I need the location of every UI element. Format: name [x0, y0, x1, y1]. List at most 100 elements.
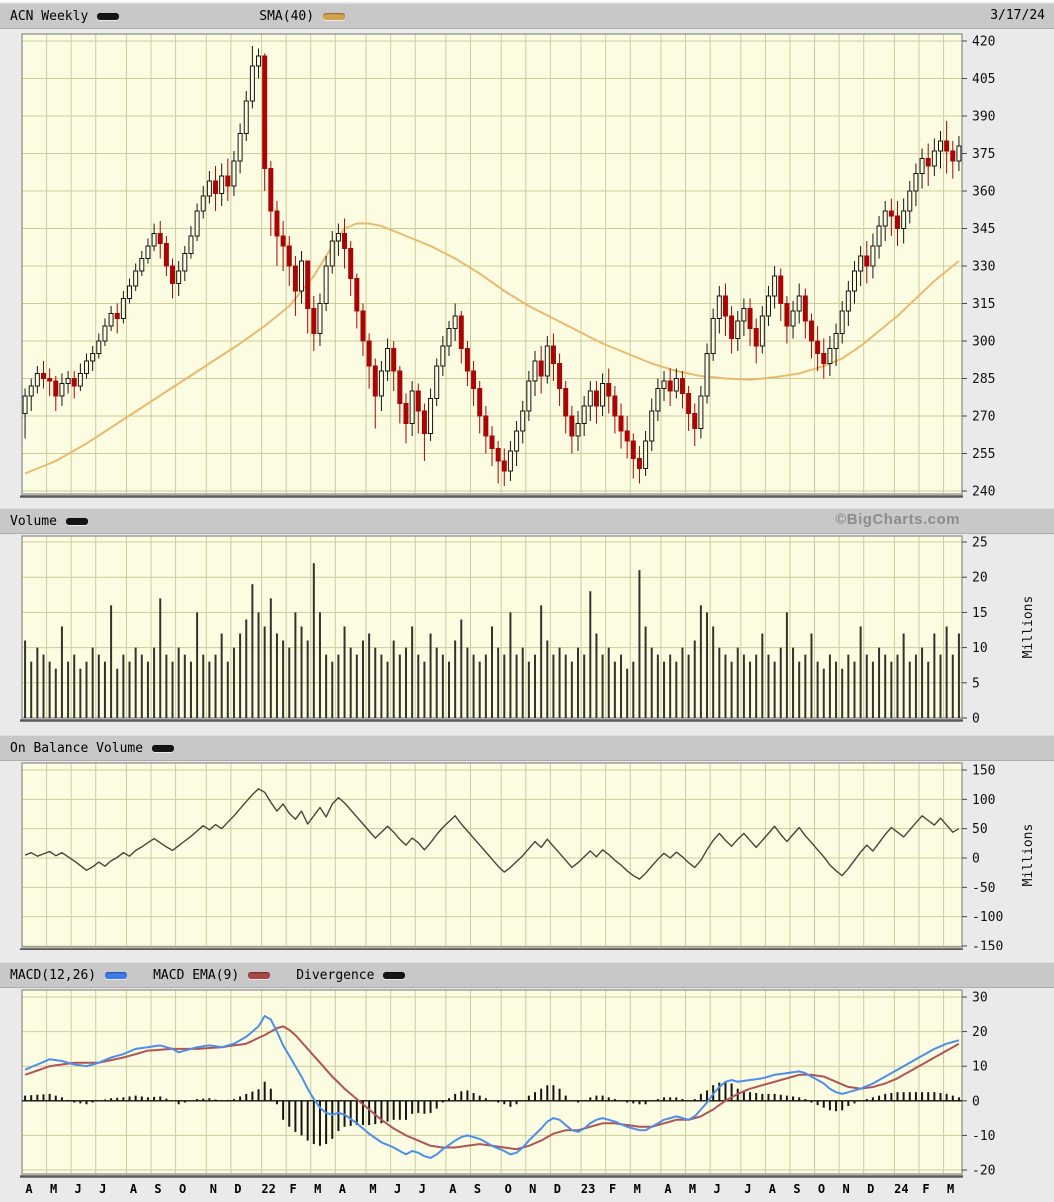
y-tick-label: 0 [972, 1094, 980, 1109]
obv-line [24, 788, 960, 880]
volume-label: Volume [10, 513, 57, 529]
macd-ema-label: MACD EMA(9) [153, 967, 240, 983]
x-axis-label: M [314, 1182, 322, 1196]
x-axis-label: O [817, 1182, 826, 1196]
divergence-label: Divergence [296, 967, 375, 983]
y-tick-label: 360 [972, 185, 995, 200]
y-tick-label: -150 [972, 940, 1003, 951]
obv-label: On Balance Volume [10, 740, 144, 756]
macd-line [24, 1015, 960, 1159]
x-axis-label: J [744, 1182, 752, 1196]
macd-ema-series-swatch-icon [248, 971, 271, 979]
y-tick-label: 345 [972, 222, 995, 237]
bigcharts-copyright: ©BigCharts.com [835, 511, 960, 528]
volume-bar-chart: 25 20 15 10 5 0 Millions [20, 535, 1036, 726]
x-axis-label: M [49, 1182, 58, 1196]
x-axis-label: J [74, 1182, 82, 1196]
y-tick-label: 5 [972, 676, 980, 691]
x-axis-month-labels: A M J J A S O N D 22 F M A M J J A S O N D 23 F M A M J J A S O N D 24 F M [0, 1179, 1054, 1200]
x-axis-label: D [553, 1182, 561, 1196]
y-tick-label: 255 [972, 447, 995, 462]
macd-header-bar: MACD(12,26) MACD EMA(9) Divergence [0, 962, 1054, 988]
volume-series-swatch-icon [65, 517, 88, 525]
y-tick-label: -20 [972, 1164, 995, 1179]
obv-series-swatch-icon [152, 744, 175, 752]
y-tick-label: 50 [972, 822, 988, 837]
x-axis-label: N [529, 1182, 537, 1196]
y-tick-label: 420 [972, 35, 995, 50]
x-axis-label: D [867, 1182, 875, 1196]
x-axis-label: 22 [261, 1182, 276, 1196]
y-tick-label: 25 [972, 536, 988, 551]
x-axis-label: F [922, 1182, 930, 1196]
x-axis-label: D [234, 1182, 242, 1196]
macd-chart: 30 20 10 0 -10 -20 [20, 989, 995, 1179]
x-axis-label: J [394, 1182, 402, 1196]
y-tick-label: 30 [972, 991, 988, 1006]
x-axis-label: A [449, 1182, 457, 1196]
obv-line-chart: 150 100 50 0 -50 -100 -150 Millions [20, 762, 1036, 951]
x-axis-label: O [178, 1182, 187, 1196]
y-tick-label: 150 [972, 764, 995, 779]
chart-date: 3/17/24 [990, 8, 1045, 23]
y-tick-label: 300 [972, 335, 995, 350]
sma-label: SMA(40) [259, 8, 315, 24]
x-axis-label: O [504, 1182, 512, 1196]
price-header-bar: ACN Weekly SMA(40) 3/17/24 [0, 3, 1054, 29]
y-tick-label: 0 [972, 712, 980, 726]
sma40-line [24, 222, 960, 475]
candlesticks [22, 46, 962, 486]
y-tick-label: 20 [972, 1025, 988, 1040]
y-tick-label: 315 [972, 297, 995, 312]
x-axis-label: S [473, 1182, 482, 1196]
y-tick-label: 20 [972, 571, 988, 586]
symbol-interval-label: ACN Weekly [10, 8, 89, 24]
x-axis-label: A [25, 1182, 33, 1196]
millions-axis-label: Millions [1021, 596, 1036, 659]
x-axis-label: N [209, 1182, 217, 1196]
y-tick-label: 10 [972, 1060, 988, 1075]
x-axis-label: J [99, 1182, 107, 1196]
x-axis-label: F [289, 1182, 297, 1196]
y-tick-label: 100 [972, 793, 995, 808]
x-axis-label: J [713, 1182, 721, 1196]
x-axis-label: S [793, 1182, 801, 1196]
y-tick-label: 330 [972, 260, 995, 275]
x-axis-label: M [688, 1182, 697, 1196]
y-tick-label: -50 [972, 881, 995, 896]
x-axis-label: 23 [580, 1182, 596, 1196]
macd-label: MACD(12,26) [10, 967, 97, 983]
obv-header-bar: On Balance Volume [0, 735, 1054, 761]
y-tick-label: 405 [972, 72, 995, 87]
x-axis-label: A [338, 1182, 346, 1196]
y-tick-label: 390 [972, 110, 995, 125]
x-axis-label: M [946, 1182, 955, 1196]
y-tick-label: 240 [972, 485, 995, 499]
y-tick-label: -10 [972, 1129, 995, 1144]
x-axis-label: A [664, 1182, 672, 1196]
x-axis-label: N [842, 1182, 850, 1196]
volume-bars [24, 563, 960, 718]
divergence-series-swatch-icon [383, 971, 406, 979]
x-axis-label: 24 [894, 1182, 909, 1196]
y-tick-label: 10 [972, 641, 988, 656]
millions-axis-label: Millions [1021, 824, 1036, 887]
y-tick-label: -100 [972, 910, 1003, 925]
x-axis-label: M [633, 1182, 641, 1196]
x-axis-label: A [768, 1182, 777, 1196]
sma-series-swatch-icon [323, 12, 346, 20]
y-tick-label: 375 [972, 147, 995, 162]
x-axis-label: J [418, 1182, 426, 1196]
x-axis-label: A [129, 1182, 138, 1196]
price-series-swatch-icon [97, 12, 120, 20]
x-axis-label: F [609, 1182, 617, 1196]
y-tick-label: 270 [972, 410, 995, 425]
y-tick-label: 15 [972, 606, 988, 621]
price-candlestick-chart: 420 405 390 375 360 345 330 315 300 285 270 255 240 [20, 33, 995, 499]
x-axis-label: S [154, 1182, 162, 1196]
macd-series-swatch-icon [105, 971, 128, 979]
y-tick-label: 285 [972, 372, 995, 387]
x-axis-label: M [369, 1182, 377, 1196]
volume-header-bar: Volume ©BigCharts.com [0, 508, 1054, 534]
